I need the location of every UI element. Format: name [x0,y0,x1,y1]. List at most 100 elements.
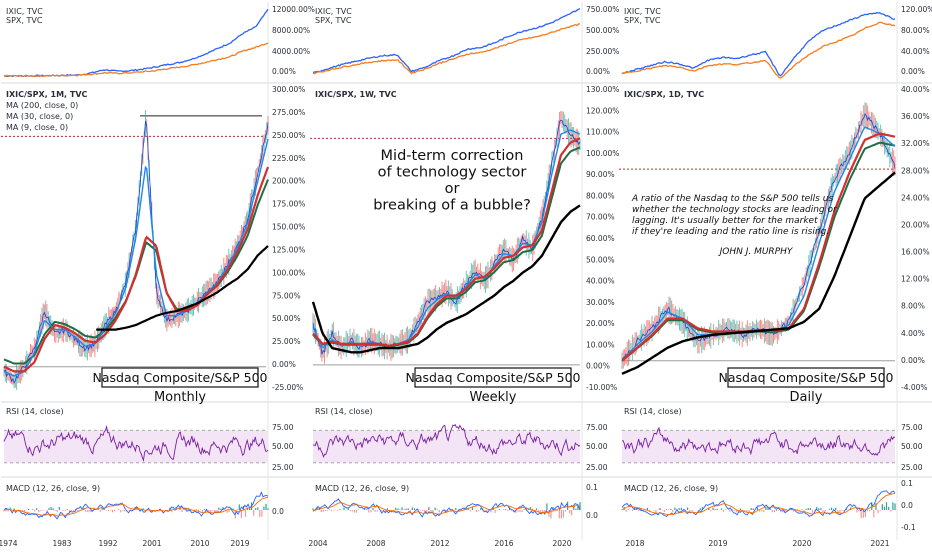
macd-signal-line [312,502,581,515]
main-axis-tick: 8.00% [901,302,925,311]
x-axis-tick: 2016 [494,539,513,548]
top-axis-tick: 12000.00% [272,5,315,14]
x-axis-tick: 1992 [98,539,117,548]
x-axis-tick: 2004 [308,539,327,548]
quote-author: JOHN J. MURPHY [718,247,794,257]
annotation-text: or [445,181,460,197]
x-axis-tick: 2019 [230,539,249,548]
chart-subtitle: Monthly [154,390,206,405]
caption-box [727,367,885,388]
main-axis-tick: -10.00% [586,383,617,392]
main-axis-tick: 0.00% [272,360,296,369]
top-axis-tick: 120.00% [901,5,932,14]
moving-average-line [312,137,581,348]
macd-signal-line [3,496,269,517]
rsi-band [622,430,895,463]
top-legend-entry: IXIC, TVC [6,7,43,16]
top-series-line [3,42,269,78]
main-axis-tick: 90.00% [586,170,615,179]
top-legend-entry: SPX, TVC [315,16,352,25]
moving-average-line [3,166,270,373]
main-axis-tick: -25.00% [272,383,303,392]
moving-average-line [311,204,581,354]
top-axis-tick: 80.00% [901,26,930,35]
main-legend-entry: MA (30, close, 0) [6,112,73,121]
main-axis-tick: 125.00% [272,245,305,254]
macd-axis-tick: 0.0 [586,511,598,520]
main-axis-tick: 40.00% [586,277,615,286]
macd-label: MACD (12, 26, close, 9) [315,484,409,493]
main-axis-tick: 50.00% [586,255,615,264]
main-axis-tick: 60.00% [586,234,615,243]
top-axis-tick: 500.00% [586,26,619,35]
macd-line [3,491,269,520]
quote-line: if they're leading and the ratio line is… [632,227,829,237]
macd-axis-tick: -0.1 [901,523,916,532]
macd-axis-tick: 0.1 [901,479,913,488]
top-axis-tick: 0.00% [901,67,925,76]
rsi-line [3,425,269,463]
main-axis-tick: 4.00% [901,329,925,338]
top-axis-tick: 0.00% [586,67,610,76]
main-legend-entry: MA (9, close, 0) [6,123,68,132]
macd-line [312,498,581,518]
chart-caption: Nasdaq Composite/S&P 500 [406,370,581,385]
caption-box [101,367,259,388]
rsi-axis-tick: 50.00 [586,442,608,451]
macd-axis-tick: 0.1 [586,483,598,492]
rsi-label: RSI (14, close) [6,407,64,416]
top-axis-tick: 4000.00% [272,47,310,56]
top-axis-tick: 0.00% [272,67,296,76]
main-axis-tick: 75.00% [272,291,301,300]
moving-average-line [96,245,269,331]
main-axis-tick: 275.00% [272,108,305,117]
x-axis-tick: 2021 [870,539,889,548]
main-axis-tick: 36.00% [901,112,930,121]
rsi-axis-tick: 75.00 [586,423,608,432]
main-axis-tick: 28.00% [901,166,930,175]
main-axis-tick: 80.00% [586,191,615,200]
macd-label: MACD (12, 26, close, 9) [624,484,718,493]
top-axis-tick: 8000.00% [272,26,310,35]
x-axis-tick: 2019 [708,539,727,548]
caption-box [414,367,572,388]
main-axis-tick: 70.00% [586,213,615,222]
main-axis-tick: 120.00% [586,106,619,115]
main-axis-tick: 200.00% [272,177,305,186]
top-series-line [3,8,269,78]
main-axis-tick: 16.00% [901,248,930,257]
main-legend-entry: MA (200, close, 0) [6,101,78,110]
annotation-text: Mid-term correction [381,148,524,164]
main-axis-tick: 25.00% [272,337,301,346]
main-axis-tick: 20.00% [901,220,930,229]
macd-signal-line [621,492,896,515]
rsi-label: RSI (14, close) [315,407,373,416]
main-axis-tick: 20.00% [586,319,615,328]
macd-axis-tick: 0.0 [272,507,284,516]
main-axis-tick: 12.00% [901,275,930,284]
chart-caption: Nasdaq Composite/S&P 500 [93,370,268,385]
main-axis-tick: 24.00% [901,193,930,202]
main-legend-entry: IXIC/SPX, 1W, TVC [315,90,397,99]
quote-line: whether the technology stocks are leadin… [632,205,838,215]
chart-caption: Nasdaq Composite/S&P 500 [719,370,894,385]
macd-label: MACD (12, 26, close, 9) [6,484,100,493]
rsi-axis-tick: 25.00 [901,463,923,472]
chart-subtitle: Daily [790,390,823,405]
main-axis-tick: 175.00% [272,200,305,209]
x-axis-tick: 2020 [552,539,571,548]
main-legend-entry: IXIC/SPX, 1D, TVC [624,90,704,99]
quote-line: lagging. It's usually better for the mar… [632,216,818,226]
top-series-line [312,23,581,75]
main-axis-tick: 225.00% [272,154,305,163]
moving-average-line [3,138,269,377]
main-axis-tick: 250.00% [272,131,305,140]
main-axis-tick: 110.00% [586,128,619,137]
x-axis-tick: 2020 [792,539,811,548]
rsi-axis-tick: 75.00 [901,423,923,432]
main-axis-tick: 300.00% [272,85,305,94]
top-legend-entry: IXIC, TVC [624,7,661,16]
